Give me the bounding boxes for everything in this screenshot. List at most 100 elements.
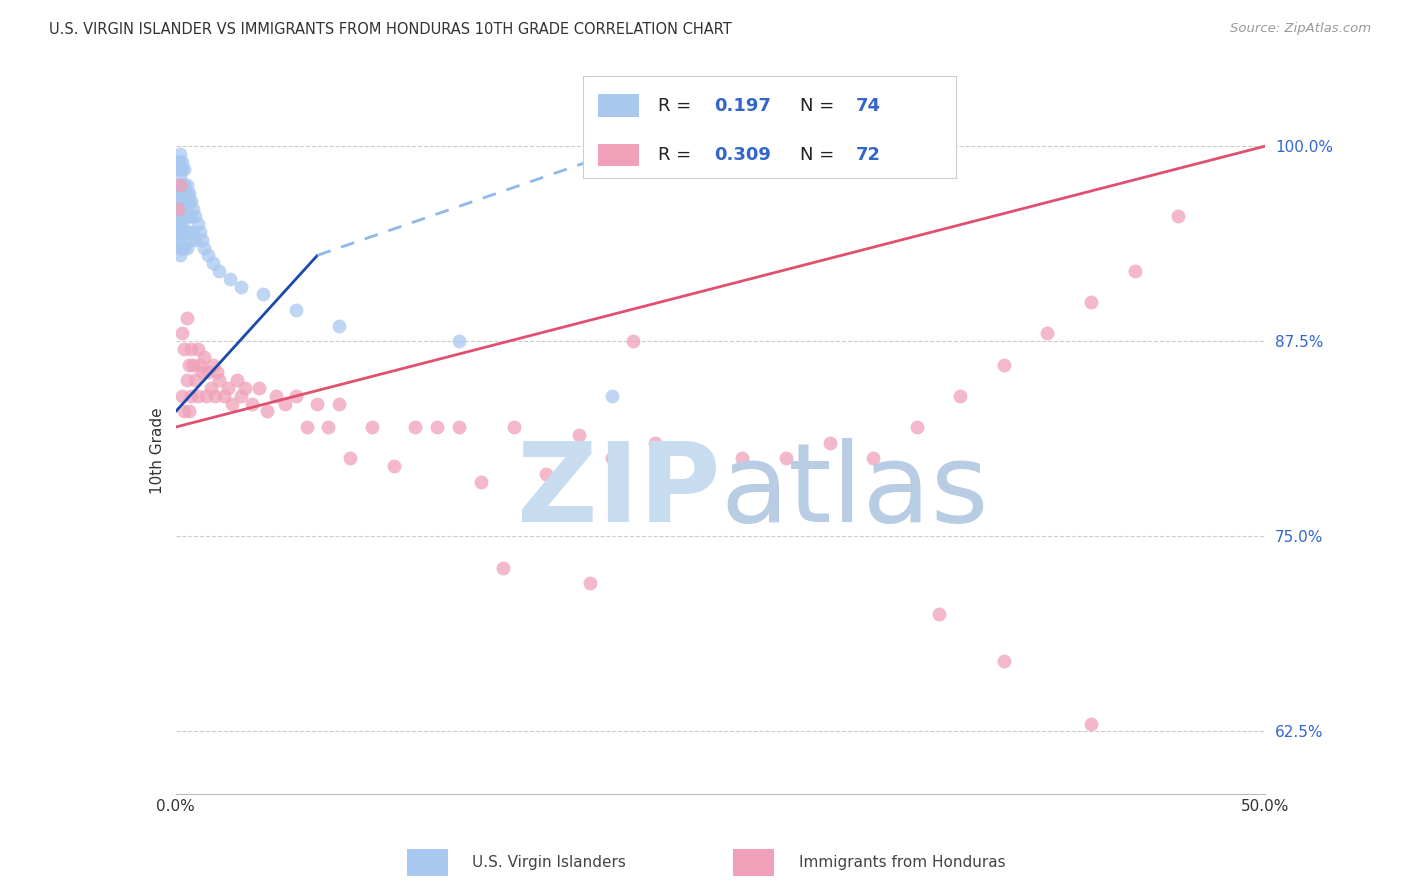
Point bbox=[181, 225, 204, 239]
Point bbox=[167, 194, 190, 208]
Point bbox=[731, 451, 754, 466]
FancyBboxPatch shape bbox=[599, 144, 640, 166]
Point bbox=[201, 256, 224, 270]
Point bbox=[191, 233, 214, 247]
Point bbox=[208, 264, 231, 278]
Point bbox=[197, 248, 219, 262]
Point bbox=[177, 358, 200, 372]
Point bbox=[169, 178, 191, 192]
Point bbox=[173, 240, 195, 254]
Text: R =: R = bbox=[658, 96, 697, 114]
Point bbox=[167, 154, 190, 169]
Point bbox=[172, 209, 194, 223]
Point bbox=[600, 451, 623, 466]
Text: 72: 72 bbox=[855, 145, 880, 164]
Point bbox=[235, 381, 257, 395]
Point bbox=[256, 404, 278, 418]
Point bbox=[600, 389, 623, 403]
Point bbox=[167, 225, 190, 239]
Text: atlas: atlas bbox=[721, 438, 988, 545]
Point bbox=[181, 358, 204, 372]
Point bbox=[231, 389, 253, 403]
Point bbox=[328, 396, 350, 410]
Point bbox=[169, 178, 191, 192]
Point bbox=[1080, 295, 1102, 310]
Text: Source: ZipAtlas.com: Source: ZipAtlas.com bbox=[1230, 22, 1371, 36]
Point bbox=[169, 146, 191, 161]
Point bbox=[177, 225, 200, 239]
Point bbox=[231, 279, 253, 293]
Point bbox=[176, 310, 198, 325]
Text: 74: 74 bbox=[855, 96, 880, 114]
Text: N =: N = bbox=[800, 145, 839, 164]
Point bbox=[181, 202, 204, 216]
Point bbox=[173, 225, 195, 239]
Point bbox=[172, 186, 194, 200]
Point bbox=[177, 404, 200, 418]
Point bbox=[180, 209, 202, 223]
Point bbox=[339, 451, 361, 466]
Text: 0.309: 0.309 bbox=[714, 145, 770, 164]
Point bbox=[212, 389, 235, 403]
Point bbox=[177, 186, 200, 200]
Point bbox=[240, 396, 263, 410]
Point bbox=[167, 186, 190, 200]
Point bbox=[169, 186, 191, 200]
Point bbox=[208, 373, 231, 387]
Y-axis label: 10th Grade: 10th Grade bbox=[149, 407, 165, 494]
Point bbox=[993, 358, 1015, 372]
Point bbox=[862, 451, 884, 466]
Point bbox=[405, 420, 427, 434]
Point bbox=[173, 404, 195, 418]
Point bbox=[184, 233, 207, 247]
Point bbox=[188, 225, 211, 239]
Point bbox=[928, 607, 950, 622]
Point bbox=[204, 389, 226, 403]
Text: U.S. VIRGIN ISLANDER VS IMMIGRANTS FROM HONDURAS 10TH GRADE CORRELATION CHART: U.S. VIRGIN ISLANDER VS IMMIGRANTS FROM … bbox=[49, 22, 733, 37]
Point bbox=[502, 420, 524, 434]
Point bbox=[201, 358, 224, 372]
Point bbox=[172, 154, 194, 169]
Point bbox=[193, 350, 215, 364]
Point bbox=[167, 217, 190, 231]
Point bbox=[818, 435, 841, 450]
Text: U.S. Virgin Islanders: U.S. Virgin Islanders bbox=[472, 855, 626, 870]
Point bbox=[172, 389, 194, 403]
Point bbox=[295, 420, 318, 434]
Point bbox=[252, 287, 274, 301]
Point bbox=[167, 209, 190, 223]
Point bbox=[186, 342, 209, 356]
FancyBboxPatch shape bbox=[408, 849, 449, 876]
Point bbox=[169, 217, 191, 231]
Point bbox=[172, 217, 194, 231]
Point bbox=[568, 427, 591, 442]
FancyBboxPatch shape bbox=[599, 95, 640, 117]
Point bbox=[200, 381, 222, 395]
Point bbox=[180, 233, 202, 247]
Point bbox=[169, 162, 191, 177]
Point bbox=[382, 458, 405, 473]
Point bbox=[247, 381, 270, 395]
Point bbox=[188, 358, 211, 372]
Text: 0.197: 0.197 bbox=[714, 96, 770, 114]
Point bbox=[172, 240, 194, 254]
Point bbox=[534, 467, 557, 481]
Point bbox=[176, 178, 198, 192]
Point bbox=[688, 451, 710, 466]
Point bbox=[173, 202, 195, 216]
Point bbox=[1036, 326, 1059, 341]
Text: R =: R = bbox=[658, 145, 697, 164]
Point bbox=[173, 186, 195, 200]
Point bbox=[1167, 209, 1189, 223]
Point bbox=[177, 209, 200, 223]
Point bbox=[176, 194, 198, 208]
Point bbox=[447, 420, 470, 434]
Point bbox=[360, 420, 382, 434]
Point bbox=[173, 194, 195, 208]
Point bbox=[176, 240, 198, 254]
Point bbox=[173, 209, 195, 223]
Point bbox=[184, 209, 207, 223]
Point bbox=[172, 202, 194, 216]
Point bbox=[172, 326, 194, 341]
Point bbox=[172, 178, 194, 192]
